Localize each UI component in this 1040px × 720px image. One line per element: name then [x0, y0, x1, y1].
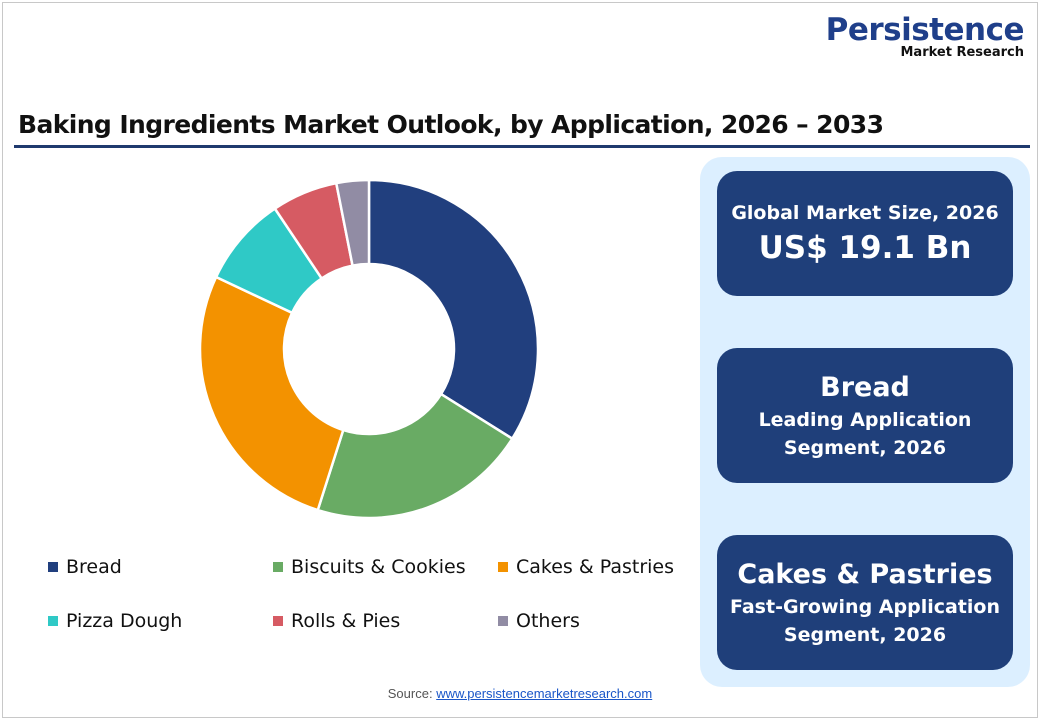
summary-panel: Global Market Size, 2026 US$ 19.1 Bn Bre…	[700, 157, 1030, 687]
legend-label: Biscuits & Cookies	[291, 556, 466, 578]
card-label: Global Market Size, 2026	[731, 201, 999, 224]
logo-line2: Market Research	[900, 45, 1025, 60]
legend-label: Bread	[66, 556, 122, 578]
source-label: Source:	[387, 686, 437, 701]
legend-swatch	[48, 616, 58, 626]
legend-item: Bread	[48, 556, 122, 578]
legend-swatch	[273, 616, 283, 626]
legend-item: Biscuits & Cookies	[273, 556, 466, 578]
card-label: Leading Application	[758, 409, 972, 431]
legend-item: Others	[498, 610, 580, 632]
fast-growing-card: Cakes & Pastries Fast-Growing Applicatio…	[717, 535, 1013, 670]
legend-label: Cakes & Pastries	[516, 556, 674, 578]
card-value: Cakes & Pastries	[737, 559, 993, 590]
card-label: Segment, 2026	[783, 624, 947, 646]
legend-label: Others	[516, 610, 580, 632]
market-size-card: Global Market Size, 2026 US$ 19.1 Bn	[717, 171, 1013, 296]
donut-chart	[198, 178, 540, 520]
slice-biscuits-cookies	[316, 392, 514, 520]
legend-item: Cakes & Pastries	[498, 556, 674, 578]
card-label: Segment, 2026	[783, 437, 947, 459]
legend-swatch	[498, 562, 508, 572]
slice-bread	[367, 178, 540, 441]
logo: Persistence Market Research	[825, 12, 1025, 60]
card-label: Fast-Growing Application	[730, 596, 1000, 618]
leading-segment-card: Bread Leading Application Segment, 2026	[717, 348, 1013, 483]
slice-cakes-pastries	[198, 275, 345, 512]
card-value: US$ 19.1 Bn	[758, 229, 972, 266]
source: Source: www.persistencemarketresearch.co…	[0, 686, 1040, 701]
logo-line1: Persistence	[825, 12, 1025, 48]
legend-label: Pizza Dough	[66, 610, 183, 632]
chart-title: Baking Ingredients Market Outlook, by Ap…	[18, 110, 884, 139]
legend-swatch	[273, 562, 283, 572]
title-divider	[14, 145, 1030, 148]
legend-swatch	[48, 562, 58, 572]
slice-others	[334, 178, 371, 268]
source-link[interactable]: www.persistencemarketresearch.com	[436, 686, 653, 701]
legend-item: Rolls & Pies	[273, 610, 400, 632]
card-value: Bread	[820, 372, 910, 403]
legend-item: Pizza Dough	[48, 610, 182, 632]
legend-label: Rolls & Pies	[291, 610, 401, 632]
legend-swatch	[498, 616, 508, 626]
